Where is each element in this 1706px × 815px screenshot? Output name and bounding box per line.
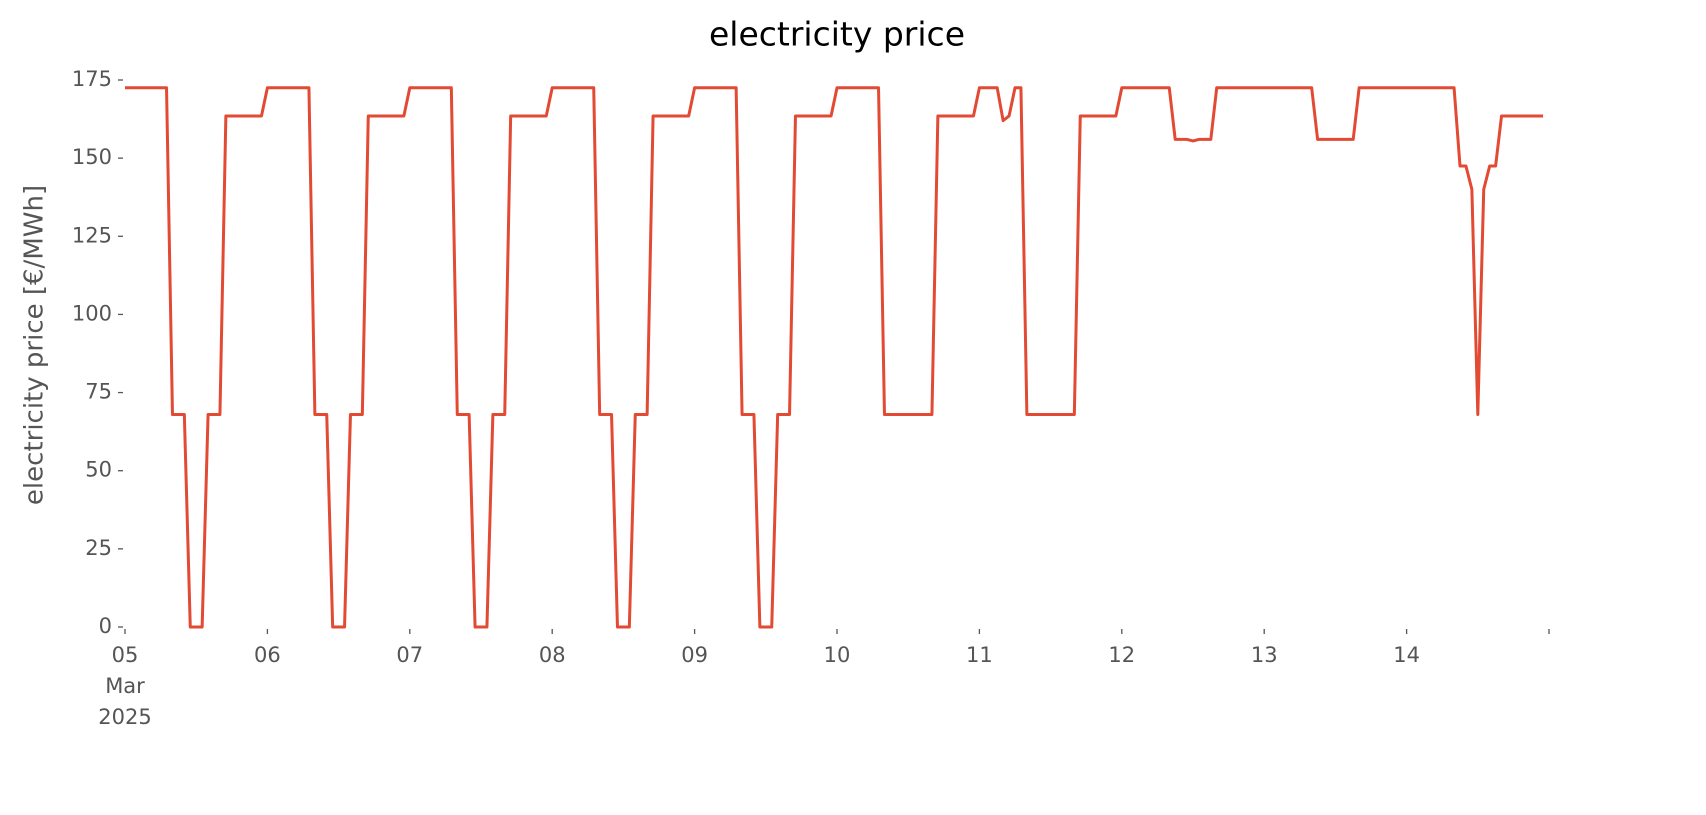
- x-tick-label: 12: [1108, 643, 1135, 667]
- x-tick-label: 09: [681, 643, 708, 667]
- x-tick-label: 07: [396, 643, 423, 667]
- y-tick-label: 25: [85, 536, 112, 560]
- x-tick-label: 11: [966, 643, 993, 667]
- price-line: [125, 86, 1544, 629]
- chart-title: electricity price: [709, 15, 965, 54]
- x-tick-label: 06: [254, 643, 281, 667]
- y-tick-label: 50: [85, 458, 112, 482]
- y-tick-label: 75: [85, 380, 112, 404]
- y-tick-label: 0: [99, 614, 112, 638]
- y-tick-label: 100: [72, 301, 112, 325]
- y-axis-label: electricity price [€/MWh]: [20, 185, 50, 505]
- y-tick-label: 150: [72, 145, 112, 169]
- x-tick-label: 05 Mar 2025: [98, 643, 151, 729]
- x-tick-label: 13: [1251, 643, 1278, 667]
- y-tick-label: 125: [72, 223, 112, 247]
- y-tick-label: 175: [72, 67, 112, 91]
- x-tick-label: 08: [539, 643, 566, 667]
- x-tick-label: 10: [824, 643, 851, 667]
- x-tick-label: 14: [1393, 643, 1420, 667]
